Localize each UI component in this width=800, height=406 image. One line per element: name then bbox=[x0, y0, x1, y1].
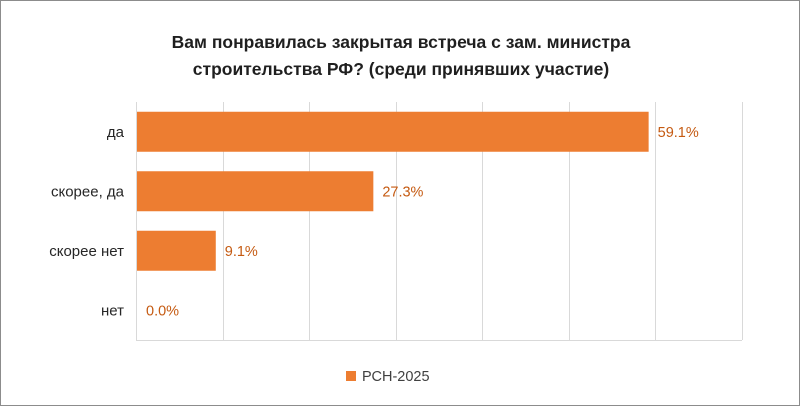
bar bbox=[137, 111, 649, 152]
bar bbox=[137, 171, 374, 212]
category-label: скорее, да bbox=[51, 183, 125, 200]
bars bbox=[137, 111, 649, 271]
legend: РСН-2025 bbox=[346, 369, 430, 385]
category-label: нет bbox=[101, 302, 124, 319]
category-labels: да скорее, да скорее нет нет bbox=[49, 124, 124, 320]
category-label: скорее нет bbox=[49, 243, 124, 260]
chart-title-line-1: Вам понравилась закрытая встреча с зам. … bbox=[171, 32, 631, 52]
legend-swatch bbox=[346, 371, 356, 381]
legend-label: РСН-2025 bbox=[362, 369, 430, 385]
data-labels: 59.1% 27.3% 9.1% 0.0% bbox=[146, 125, 699, 320]
bar bbox=[137, 230, 216, 271]
category-label: да bbox=[107, 124, 125, 141]
data-label: 59.1% bbox=[658, 125, 699, 141]
data-label: 0.0% bbox=[146, 303, 179, 319]
data-label: 9.1% bbox=[225, 244, 258, 260]
data-label: 27.3% bbox=[382, 184, 423, 200]
chart-title-line-2: строительства РФ? (среди принявших участ… bbox=[192, 59, 610, 79]
chart-title: Вам понравилась закрытая встреча с зам. … bbox=[91, 29, 711, 83]
